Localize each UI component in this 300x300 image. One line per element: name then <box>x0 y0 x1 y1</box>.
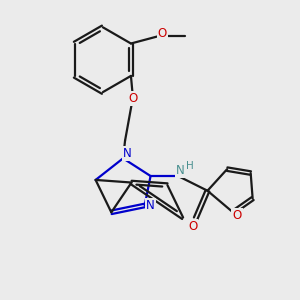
Text: N: N <box>123 147 131 160</box>
Text: N: N <box>146 199 155 212</box>
Text: O: O <box>158 27 167 40</box>
Text: O: O <box>188 220 197 232</box>
Text: O: O <box>128 92 137 105</box>
Text: H: H <box>186 161 194 171</box>
Text: O: O <box>232 209 242 222</box>
Text: N: N <box>176 164 184 177</box>
